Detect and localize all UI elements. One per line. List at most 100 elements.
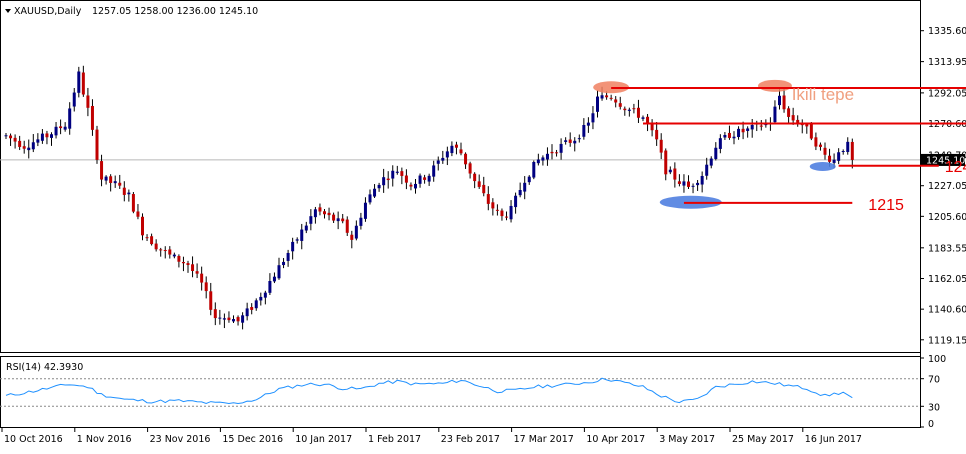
rsi-layer <box>0 377 920 407</box>
candle-body <box>673 168 677 180</box>
candle-body <box>541 157 545 161</box>
candle-body <box>668 169 672 173</box>
candle-body <box>577 138 581 140</box>
candle-body <box>200 273 204 283</box>
candle-body <box>714 147 718 159</box>
main-panel-frame <box>0 0 921 353</box>
candle-body <box>59 126 63 129</box>
candle-body <box>828 155 832 162</box>
candle-body <box>773 106 777 123</box>
candle-body <box>737 128 741 138</box>
candle-body <box>154 243 158 250</box>
candle-body <box>195 271 199 274</box>
candle-body <box>727 132 731 138</box>
candle-body <box>95 129 99 160</box>
candle-body <box>186 263 190 265</box>
candle-body <box>759 125 763 127</box>
candle-body <box>181 261 185 264</box>
candle-body <box>718 138 722 149</box>
candle-body <box>72 92 76 107</box>
candle-body <box>418 175 422 184</box>
ohlc-label: 1257.05 1258.00 1236.00 1245.10 <box>92 6 258 17</box>
date-tick-label: 16 Jun 2017 <box>805 434 862 445</box>
candle-body <box>332 214 336 221</box>
price-tick-label: 1227.05 <box>928 181 966 192</box>
candle-body <box>304 225 308 231</box>
candle-body <box>809 124 813 139</box>
candle-body <box>131 194 135 212</box>
candle-body <box>582 124 586 137</box>
dropdown-triangle-icon[interactable] <box>5 9 11 13</box>
candle-body <box>259 296 263 301</box>
candle-body <box>222 318 226 320</box>
candle-body <box>500 210 504 217</box>
candle-body <box>236 317 240 322</box>
candle-body <box>664 150 668 175</box>
candle-body <box>286 252 290 261</box>
candle-body <box>518 190 522 196</box>
candle-body <box>36 139 40 143</box>
candle-body <box>136 211 140 217</box>
candle-body <box>505 216 508 218</box>
top-2-ellipse <box>757 79 792 92</box>
candle-body <box>723 134 727 138</box>
candle-body <box>254 300 258 309</box>
candle-body <box>295 239 299 241</box>
candle-body <box>40 133 44 141</box>
candle-body <box>427 175 431 182</box>
candle-body <box>386 178 390 181</box>
symbol-label: XAUUSD,Daily <box>14 6 82 17</box>
candle-body <box>532 161 536 178</box>
candle-body <box>682 181 686 186</box>
candle-body <box>313 209 317 218</box>
current-price-label: 1245.10 <box>926 155 965 166</box>
price-tick-label: 1140.60 <box>928 305 966 316</box>
candle-body <box>632 108 636 110</box>
candle-body <box>659 139 663 153</box>
candle-body <box>77 71 81 93</box>
date-tick-label: 15 Dec 2016 <box>222 434 283 445</box>
annotation-layer: 127012401215Ikili tepe <box>593 79 966 214</box>
candle-body <box>318 207 322 212</box>
candle-body <box>600 95 604 99</box>
candle-body <box>814 137 818 147</box>
candle-body <box>263 292 267 298</box>
candle-body <box>696 182 700 186</box>
candle-body <box>368 194 372 203</box>
candle-body <box>309 216 313 224</box>
candle-body <box>477 181 481 187</box>
candle-body <box>400 171 404 176</box>
date-tick-label: 10 Oct 2016 <box>4 434 63 445</box>
candle-body <box>705 164 709 176</box>
candle-body <box>54 126 58 136</box>
candle-body <box>363 202 367 219</box>
candle-body <box>536 159 540 164</box>
candle-body <box>596 96 599 112</box>
candle-body <box>646 116 650 125</box>
candle-body <box>636 107 640 118</box>
date-tick-label: 23 Feb 2017 <box>441 434 500 445</box>
candle-body <box>732 136 736 139</box>
candle-body <box>68 108 72 129</box>
candle-body <box>832 159 836 163</box>
candle-body <box>545 153 549 160</box>
axis-layer: 1335.601313.951292.051270.601248.701227.… <box>1 26 966 445</box>
candle-body <box>45 133 49 138</box>
candle-body <box>687 181 690 187</box>
candle-body <box>18 140 22 147</box>
candle-body <box>100 161 104 180</box>
price-tick-label: 1335.60 <box>928 26 966 37</box>
level-label: 1215 <box>868 197 904 214</box>
candle-body <box>778 95 781 106</box>
candle-body <box>464 153 468 165</box>
candle-body <box>677 181 681 184</box>
candle-body <box>172 254 176 257</box>
rsi-tick-label: 30 <box>928 402 940 413</box>
candle-body <box>268 280 272 293</box>
rsi-series-line <box>5 377 853 405</box>
neckline-ellipse <box>809 162 836 172</box>
candle-body <box>241 315 245 323</box>
candle-body <box>145 237 149 239</box>
candle-body <box>436 160 440 164</box>
